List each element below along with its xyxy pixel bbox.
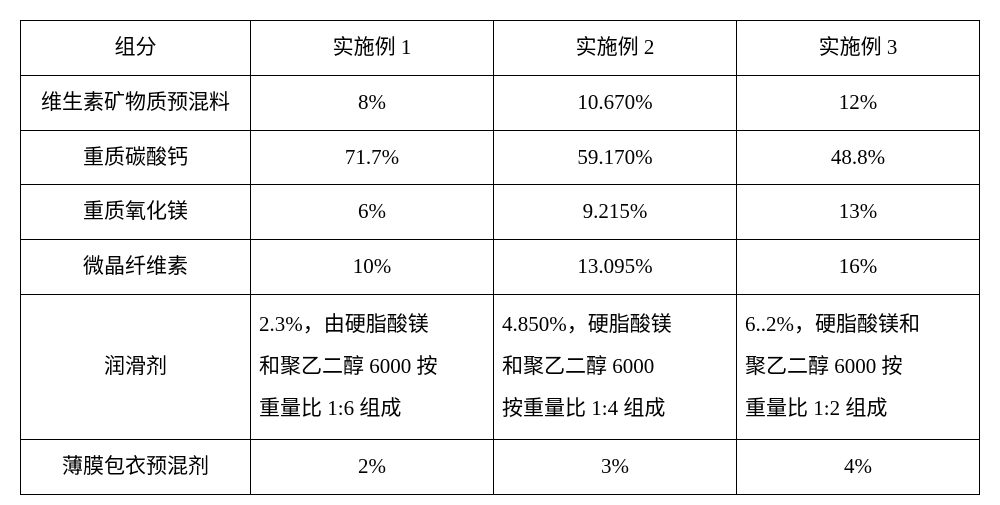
- row-label: 重质氧化镁: [21, 185, 251, 240]
- cell-value: 16%: [737, 240, 980, 295]
- cell-value: 13.095%: [494, 240, 737, 295]
- cell-value-multiline: 4.850%，硬脂酸镁 和聚乙二醇 6000 按重量比 1:4 组成: [494, 294, 737, 439]
- line: 和聚乙二醇 6000: [502, 354, 654, 378]
- cell-value: 6%: [251, 185, 494, 240]
- cell-value: 71.7%: [251, 130, 494, 185]
- line: 2.3%，由硬脂酸镁: [259, 312, 429, 336]
- line: 6..2%，硬脂酸镁和: [745, 312, 920, 336]
- line: 按重量比 1:4 组成: [502, 396, 665, 420]
- header-cell-example1: 实施例 1: [251, 21, 494, 76]
- line: 重量比 1:2 组成: [745, 396, 887, 420]
- header-cell-example2: 实施例 2: [494, 21, 737, 76]
- line: 4.850%，硬脂酸镁: [502, 312, 672, 336]
- row-label: 微晶纤维素: [21, 240, 251, 295]
- table-header-row: 组分 实施例 1 实施例 2 实施例 3: [21, 21, 980, 76]
- row-label: 维生素矿物质预混料: [21, 75, 251, 130]
- cell-value: 13%: [737, 185, 980, 240]
- cell-value-multiline: 2.3%，由硬脂酸镁 和聚乙二醇 6000 按 重量比 1:6 组成: [251, 294, 494, 439]
- header-cell-example3: 实施例 3: [737, 21, 980, 76]
- line: 重量比 1:6 组成: [259, 396, 401, 420]
- cell-value: 59.170%: [494, 130, 737, 185]
- cell-value: 9.215%: [494, 185, 737, 240]
- header-cell-component: 组分: [21, 21, 251, 76]
- cell-value: 10.670%: [494, 75, 737, 130]
- cell-value: 4%: [737, 439, 980, 494]
- table-row: 重质氧化镁 6% 9.215% 13%: [21, 185, 980, 240]
- table-row: 微晶纤维素 10% 13.095% 16%: [21, 240, 980, 295]
- cell-value: 8%: [251, 75, 494, 130]
- table-row: 薄膜包衣预混剂 2% 3% 4%: [21, 439, 980, 494]
- table-row: 重质碳酸钙 71.7% 59.170% 48.8%: [21, 130, 980, 185]
- cell-value-multiline: 6..2%，硬脂酸镁和 聚乙二醇 6000 按 重量比 1:2 组成: [737, 294, 980, 439]
- cell-value: 3%: [494, 439, 737, 494]
- cell-value: 10%: [251, 240, 494, 295]
- row-label: 重质碳酸钙: [21, 130, 251, 185]
- row-label: 薄膜包衣预混剂: [21, 439, 251, 494]
- cell-value: 12%: [737, 75, 980, 130]
- line: 和聚乙二醇 6000 按: [259, 354, 438, 378]
- cell-value: 48.8%: [737, 130, 980, 185]
- cell-value: 2%: [251, 439, 494, 494]
- line: 聚乙二醇 6000 按: [745, 354, 903, 378]
- formulation-table: 组分 实施例 1 实施例 2 实施例 3 维生素矿物质预混料 8% 10.670…: [20, 20, 980, 495]
- table-row: 维生素矿物质预混料 8% 10.670% 12%: [21, 75, 980, 130]
- table-row-lubricant: 润滑剂 2.3%，由硬脂酸镁 和聚乙二醇 6000 按 重量比 1:6 组成 4…: [21, 294, 980, 439]
- row-label: 润滑剂: [21, 294, 251, 439]
